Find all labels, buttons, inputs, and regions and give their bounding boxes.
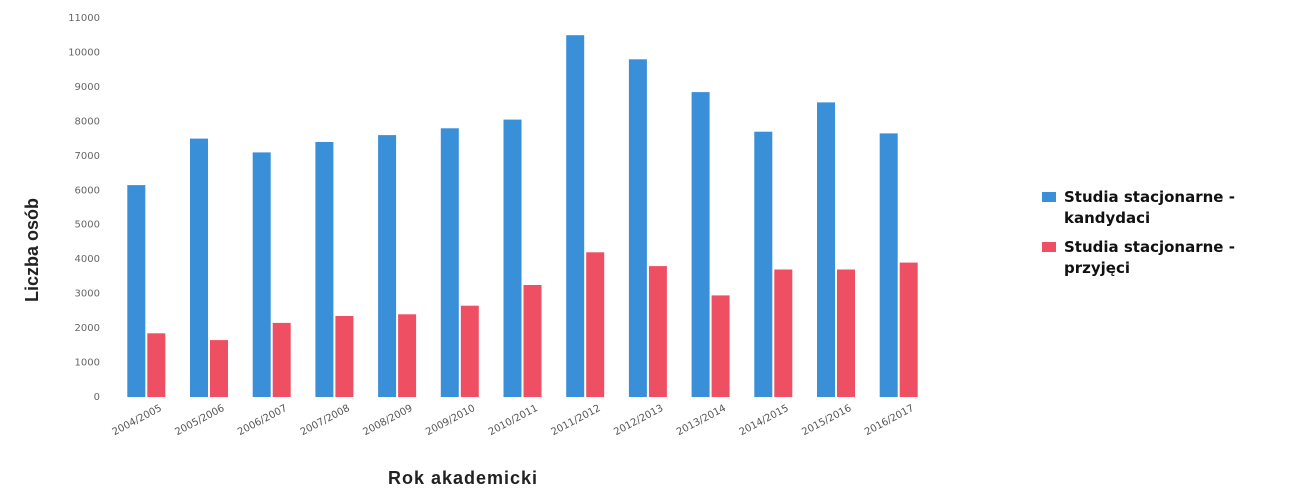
- bar-kandydaci: [817, 102, 835, 398]
- bar-przyjeci: [648, 266, 667, 397]
- y-tick-label: 7000: [75, 151, 100, 162]
- x-axis-ticks: 2004/2005 2005/2006 2006/2007 2007/2008 2008…: [111, 403, 916, 438]
- bar-kandydaci: [566, 35, 585, 397]
- x-tick-label: 2014/2015: [738, 403, 791, 438]
- bar-kandydaci: [190, 138, 208, 397]
- x-tick-label: 2007/2008: [299, 403, 352, 438]
- y-tick-label: 3000: [75, 289, 100, 300]
- legend-swatch-przyjeci: [1042, 242, 1056, 252]
- bar-przyjeci: [210, 340, 228, 397]
- x-tick-label: 2013/2014: [675, 403, 728, 438]
- bar-przyjeci: [586, 252, 605, 397]
- y-tick-label: 2000: [75, 323, 100, 334]
- bar-przyjeci: [460, 305, 479, 397]
- bar-przyjeci: [272, 322, 291, 397]
- x-tick-label: 2011/2012: [550, 403, 603, 438]
- bar-przyjeci: [711, 295, 730, 397]
- legend-swatch-kandydaci: [1042, 192, 1056, 202]
- y-tick-label: 6000: [75, 185, 100, 196]
- x-tick-label: 2006/2007: [236, 403, 289, 438]
- bar-kandydaci: [252, 152, 271, 397]
- y-tick-label: 1000: [75, 358, 100, 369]
- bar-kandydaci: [440, 128, 459, 398]
- bar-przyjeci: [398, 314, 417, 397]
- bar-przyjeci: [523, 285, 542, 397]
- bar-kandydaci: [503, 119, 522, 397]
- bar-przyjeci: [774, 269, 793, 397]
- x-tick-label: 2004/2005: [111, 403, 164, 438]
- x-tick-label: 2009/2010: [424, 403, 477, 438]
- y-tick-label: 8000: [75, 116, 100, 127]
- bars: [127, 35, 918, 398]
- y-tick-label: 4000: [75, 254, 100, 265]
- y-tick-label: 11000: [68, 13, 100, 24]
- y-axis-title: Liczba osób: [22, 198, 42, 302]
- legend: Studia stacjonarne - kandydaci Studia st…: [1042, 187, 1292, 287]
- bar-przyjeci: [899, 262, 918, 397]
- x-tick-label: 2005/2006: [173, 403, 226, 438]
- x-axis-title: Rok akademicki: [388, 468, 538, 488]
- bar-przyjeci: [335, 316, 354, 397]
- x-tick-label: 2012/2013: [612, 403, 665, 438]
- legend-item-kandydaci: Studia stacjonarne - kandydaci: [1042, 187, 1292, 229]
- legend-item-przyjeci: Studia stacjonarne - przyjęci: [1042, 237, 1292, 279]
- y-tick-label: 0: [94, 392, 100, 403]
- bar-przyjeci: [147, 333, 166, 397]
- legend-label-kandydaci: Studia stacjonarne - kandydaci: [1064, 188, 1235, 227]
- legend-label-przyjeci: Studia stacjonarne - przyjęci: [1064, 238, 1235, 277]
- bar-kandydaci: [127, 185, 146, 397]
- x-tick-label: 2016/2017: [863, 403, 916, 438]
- bar-kandydaci: [315, 142, 334, 397]
- bar-kandydaci: [754, 131, 773, 397]
- bar-kandydaci: [628, 59, 647, 398]
- bar-przyjeci: [837, 269, 855, 397]
- x-tick-label: 2008/2009: [361, 403, 414, 438]
- bar-kandydaci: [691, 92, 710, 397]
- bar-kandydaci: [879, 133, 898, 397]
- y-tick-label: 5000: [75, 220, 100, 231]
- bar-kandydaci: [378, 135, 397, 397]
- x-tick-label: 2010/2011: [487, 403, 540, 438]
- y-axis-ticks: 0 1000 2000 3000 4000 5000 6000 7000 8000 9000 100…: [68, 13, 100, 403]
- y-tick-label: 9000: [75, 82, 100, 93]
- y-tick-label: 10000: [68, 47, 100, 58]
- x-tick-label: 2015/2016: [800, 403, 853, 438]
